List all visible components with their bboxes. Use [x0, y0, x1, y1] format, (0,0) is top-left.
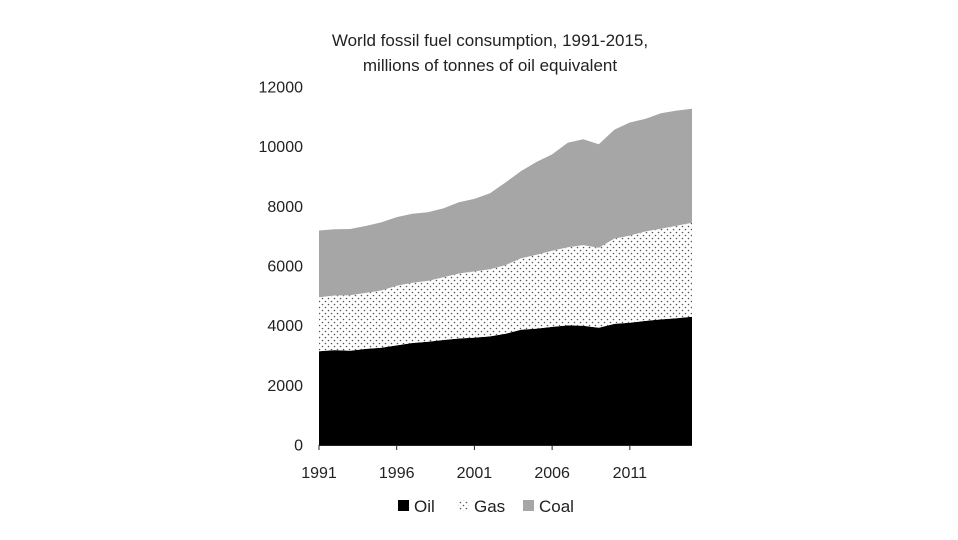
- chart-title-line-2: millions of tonnes of oil equivalent: [362, 56, 618, 75]
- area-gas: [319, 222, 692, 352]
- y-tick-label: 6000: [267, 259, 303, 276]
- y-tick-label: 4000: [267, 318, 303, 335]
- x-axis: 1991 1996 2001 2006 2011: [301, 445, 692, 482]
- x-tick-label: 2006: [534, 465, 570, 482]
- x-tick-label: 2001: [457, 465, 493, 482]
- area-oil: [319, 316, 692, 445]
- chart-title-line-1: World fossil fuel consumption, 1991-2015…: [331, 31, 649, 50]
- y-tick-label: 12000: [259, 80, 304, 97]
- y-tick-label: 10000: [259, 139, 304, 156]
- y-tick-label: 0: [294, 438, 303, 455]
- legend-swatch-coal: [523, 500, 534, 511]
- chart-title: World fossil fuel consumption, 1991-2015…: [260, 28, 720, 78]
- x-tick-label: 1991: [301, 465, 337, 482]
- y-tick-label: 2000: [267, 378, 303, 395]
- legend-swatch-gas: [458, 500, 469, 511]
- x-tick-label: 1996: [379, 465, 415, 482]
- legend-label-oil: Oil: [414, 497, 435, 516]
- area-coal: [319, 108, 692, 298]
- series-areas: [319, 108, 692, 445]
- y-tick-label: 8000: [267, 199, 303, 216]
- legend-label-coal: Coal: [539, 497, 574, 516]
- legend: Oil Gas Coal: [398, 497, 574, 516]
- legend-swatch-oil: [398, 500, 409, 511]
- x-tick-label: 2011: [613, 465, 648, 482]
- y-axis: 0 2000 4000 6000 8000 10000 12000: [259, 80, 304, 455]
- legend-label-gas: Gas: [474, 497, 505, 516]
